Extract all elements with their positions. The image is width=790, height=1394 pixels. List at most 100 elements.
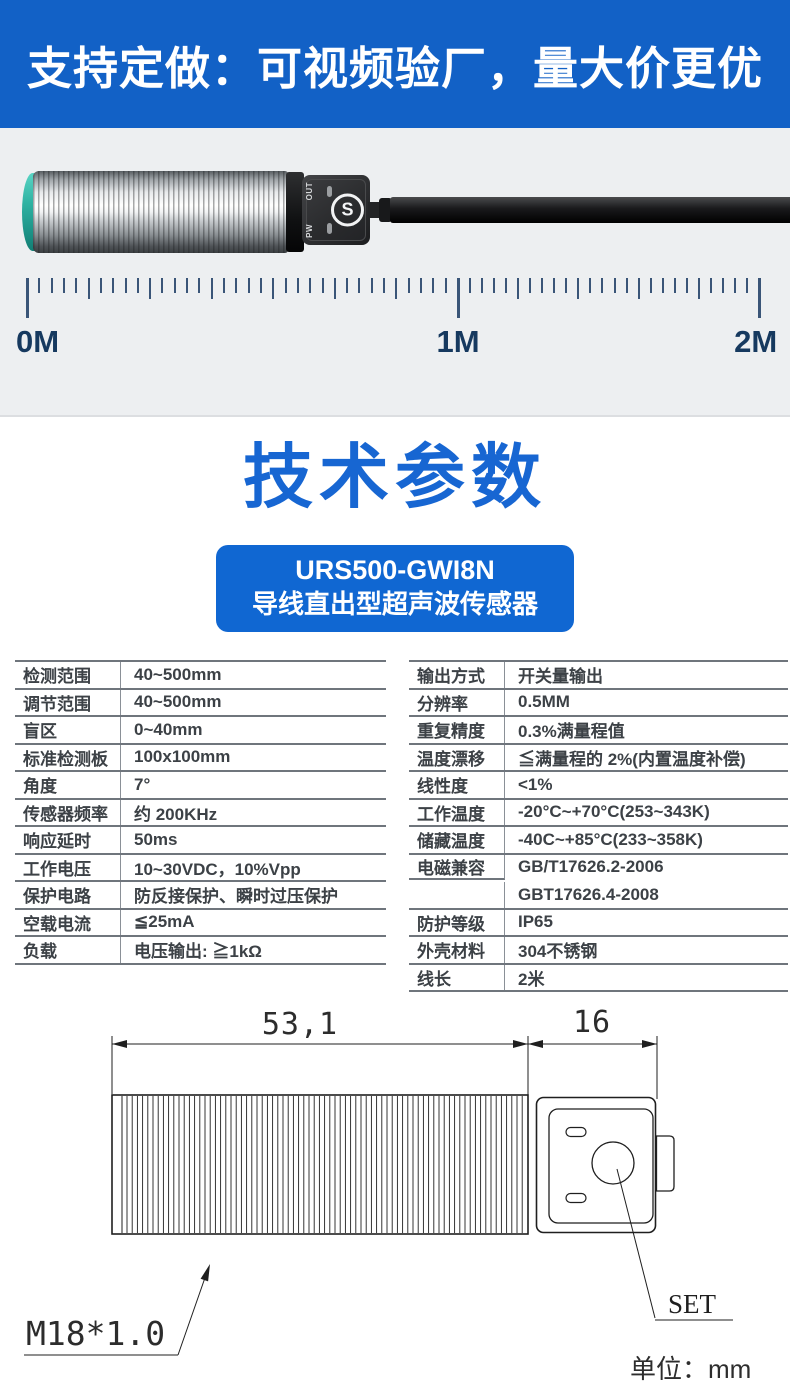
set-button-circle bbox=[591, 1141, 635, 1185]
promo-banner-text: 支持定做：可视频验厂，量大价更优 bbox=[26, 42, 763, 94]
spec-value: <1% bbox=[518, 774, 553, 794]
spec-row: 负载 电压输出: ≧1kΩ bbox=[15, 937, 386, 965]
spec-row: GBT17626.4-2008 bbox=[409, 882, 788, 910]
dimension-label-body-length: 53,1 bbox=[262, 1007, 338, 1042]
ruler-tick bbox=[370, 278, 373, 293]
ruler-tick bbox=[589, 278, 592, 293]
spec-row: 防护等级 IP65 bbox=[409, 909, 788, 937]
ruler-tick bbox=[136, 278, 139, 293]
spec-value: 防反接保护、瞬时过压保护 bbox=[134, 887, 338, 907]
ruler-tick bbox=[259, 278, 262, 293]
ruler-tick bbox=[673, 278, 676, 293]
ruler-tick bbox=[456, 278, 460, 318]
ruler-tick bbox=[601, 278, 604, 293]
dimension-label-head-length: 16 bbox=[573, 1005, 611, 1040]
spec-value: 7° bbox=[134, 774, 151, 794]
spec-value: GBT17626.4-2008 bbox=[518, 884, 659, 904]
spec-label: 响应延时 bbox=[15, 827, 121, 853]
hero-section: OUT PW S 0M 1M 2M bbox=[0, 128, 790, 417]
spec-value: 100x100mm bbox=[134, 747, 231, 767]
spec-value: -40C~+85°C(233~358K) bbox=[518, 829, 703, 849]
ruler-tick bbox=[733, 278, 736, 293]
ruler-tick bbox=[272, 278, 275, 299]
ruler-tick bbox=[223, 278, 226, 293]
ruler-tick bbox=[709, 278, 712, 293]
ruler-tick bbox=[432, 278, 435, 293]
set-label: SET bbox=[668, 1289, 717, 1319]
ruler-tick bbox=[346, 278, 349, 293]
spec-row: 角度 7° bbox=[15, 772, 386, 800]
spec-label: 保护电路 bbox=[15, 882, 121, 908]
ruler-tick bbox=[173, 278, 176, 293]
spec-label: 线长 bbox=[409, 964, 505, 990]
cable-gland bbox=[368, 202, 382, 218]
thread-spec-label: M18*1.0 bbox=[26, 1314, 165, 1353]
ruler-tick bbox=[541, 278, 544, 293]
thread-leader-arrow bbox=[200, 1264, 210, 1282]
spec-row: 标准检测板 100x100mm bbox=[15, 744, 386, 772]
ruler-tick bbox=[721, 278, 724, 293]
ruler-tick bbox=[420, 278, 423, 293]
ruler-tick bbox=[625, 278, 628, 293]
spec-label: 外壳材料 bbox=[409, 937, 505, 963]
ruler-tick bbox=[481, 278, 484, 293]
sensor-out-label: OUT bbox=[305, 182, 314, 201]
spec-row: 工作电压 10~30VDC，10%Vpp bbox=[15, 854, 386, 882]
unit-label: 单位：mm bbox=[630, 1354, 751, 1384]
ruler-tick bbox=[75, 278, 78, 293]
ruler-tick bbox=[661, 278, 664, 293]
spec-label bbox=[409, 882, 505, 908]
drawn-sensor-head bbox=[535, 1096, 675, 1234]
spec-value: 40~500mm bbox=[134, 664, 222, 684]
spec-label: 线性度 bbox=[409, 772, 505, 798]
ruler-tick bbox=[321, 278, 324, 293]
spec-row: 线长 2米 bbox=[409, 964, 788, 992]
spec-row: 调节范围 40~500mm bbox=[15, 689, 386, 717]
ruler-tick bbox=[87, 278, 90, 299]
spec-row: 检测范围 40~500mm bbox=[15, 662, 386, 690]
spec-label: 防护等级 bbox=[409, 909, 505, 935]
sensor-head: OUT PW S bbox=[302, 175, 370, 245]
spec-label: 检测范围 bbox=[15, 662, 121, 688]
sensor-cable bbox=[390, 197, 790, 223]
spec-table-right: 输出方式 开关量输出 分辨率 0.5MM 重复精度 0.3%满量程值 温度漂移 ≦满量程的 2… bbox=[409, 660, 788, 992]
ruler-tick bbox=[383, 278, 386, 293]
spec-value: 50ms bbox=[134, 829, 178, 849]
ruler-tick bbox=[577, 278, 580, 299]
spec-value: GB/T17626.2-2006 bbox=[518, 857, 664, 877]
dimension-drawing: 53,1 16 SET M18*1.0 bbox=[0, 1000, 790, 1394]
brand-logo-badge: S bbox=[331, 193, 364, 227]
spec-row: 传感器频率约 200KHz bbox=[15, 799, 386, 827]
ruler-tick bbox=[161, 278, 164, 293]
ruler-tick bbox=[493, 278, 496, 293]
spec-value: 开关量输出 bbox=[518, 667, 603, 687]
ruler-tick bbox=[210, 278, 213, 299]
sensor-threaded-barrel bbox=[33, 171, 288, 253]
spec-label: 盲区 bbox=[15, 717, 121, 743]
spec-row: 外壳材料 304不锈钢 bbox=[409, 937, 788, 965]
ruler-tick bbox=[469, 278, 472, 293]
out-led-indicator bbox=[327, 186, 332, 197]
ruler-tick bbox=[444, 278, 447, 293]
sensor-pw-label: PW bbox=[305, 224, 314, 238]
spec-label: 温度漂移 bbox=[409, 744, 505, 770]
spec-label: 工作温度 bbox=[409, 799, 505, 825]
spec-value: IP65 bbox=[518, 912, 553, 932]
connector-tab bbox=[655, 1135, 675, 1192]
spec-row: 保护电路 防反接保护、瞬时过压保护 bbox=[15, 882, 386, 910]
spec-row: 响应延时 50ms bbox=[15, 827, 386, 855]
promo-banner: 支持定做：可视频验厂，量大价更优 bbox=[0, 0, 790, 128]
spec-value: 0~40mm bbox=[134, 719, 203, 739]
model-badge: URS500-GWI8N 导线直出型超声波传感器 bbox=[216, 545, 574, 632]
ruler-tick bbox=[62, 278, 65, 293]
spec-row: 储藏温度 -40C~+85°C(233~358K) bbox=[409, 827, 788, 855]
spec-value: -20°C~+70°C(253~343K) bbox=[518, 802, 710, 822]
spec-label: 负载 bbox=[15, 937, 121, 963]
ruler-tick bbox=[38, 278, 41, 293]
dimension-lines bbox=[111, 1036, 658, 1099]
ruler-tick bbox=[247, 278, 250, 293]
page-title: 技术参数 bbox=[243, 438, 547, 516]
cable-nut bbox=[379, 198, 392, 222]
ruler-tick bbox=[235, 278, 238, 293]
